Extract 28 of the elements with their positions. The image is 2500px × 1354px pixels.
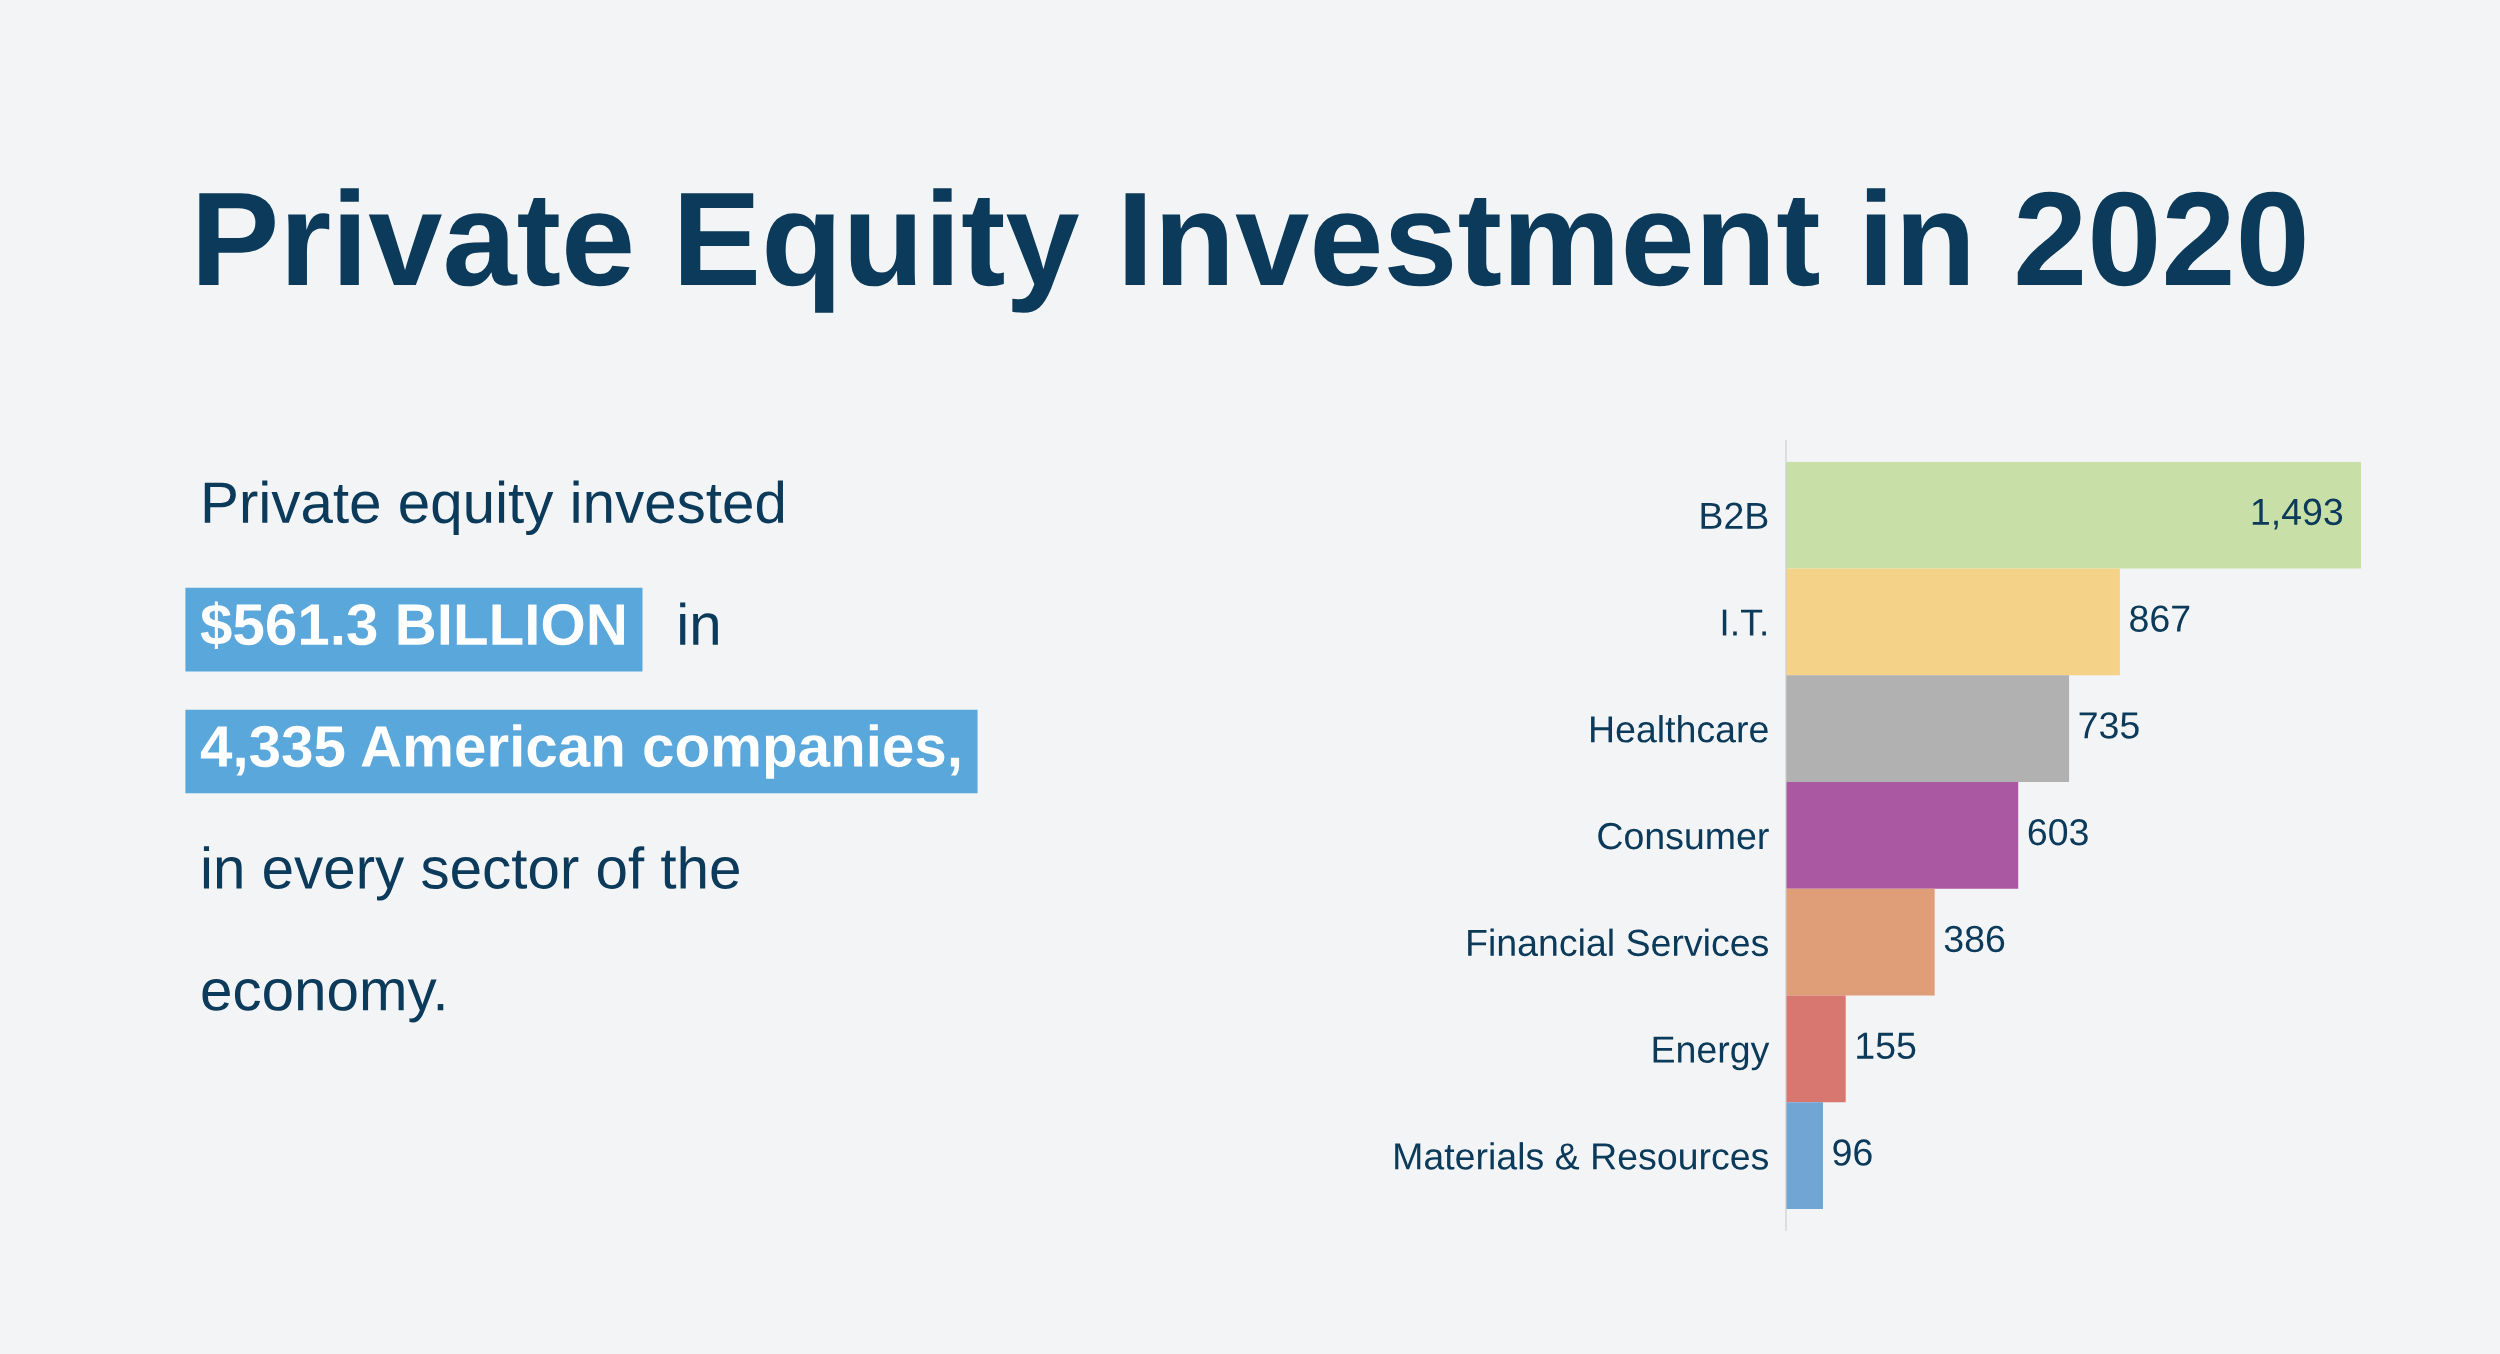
text: 4,335 American companies, [200,724,960,779]
y-tick-label: Healthcare [1591,715,1768,743]
bar [1786,782,2019,889]
y-tick-label: Financial Services [1468,928,1768,957]
y-tick-label: B2B [1701,502,1768,529]
y-tick-label: Materials & Resources [1395,1142,1768,1170]
text: in [680,602,718,645]
data-label: 603 [2028,818,2088,846]
text: Private equity invested [204,480,784,535]
bar [1786,888,1935,996]
bar [1786,675,2070,783]
text: in every sector of the [203,846,739,901]
data-label: 96 [1833,1139,1872,1166]
bar [1786,461,2361,569]
y-tick-label: I.T. [1722,609,1766,636]
y-tick-label: Energy [1653,1036,1770,1071]
chart-title: Private Equity Investment in 2020 [199,188,2305,313]
text: economy. [202,978,444,1023]
data-label: 1,493 [2252,498,2343,530]
bar [1786,995,1846,1103]
bar [1786,568,2120,676]
data-label: 735 [2079,712,2139,739]
bar [1786,1102,1823,1210]
y-tick-label: Consumer [1598,822,1769,850]
data-label: 867 [2130,605,2190,632]
text: $561.3 BILLION [200,601,624,650]
data-label: 386 [1944,925,2005,953]
data-label: 155 [1857,1032,1916,1060]
